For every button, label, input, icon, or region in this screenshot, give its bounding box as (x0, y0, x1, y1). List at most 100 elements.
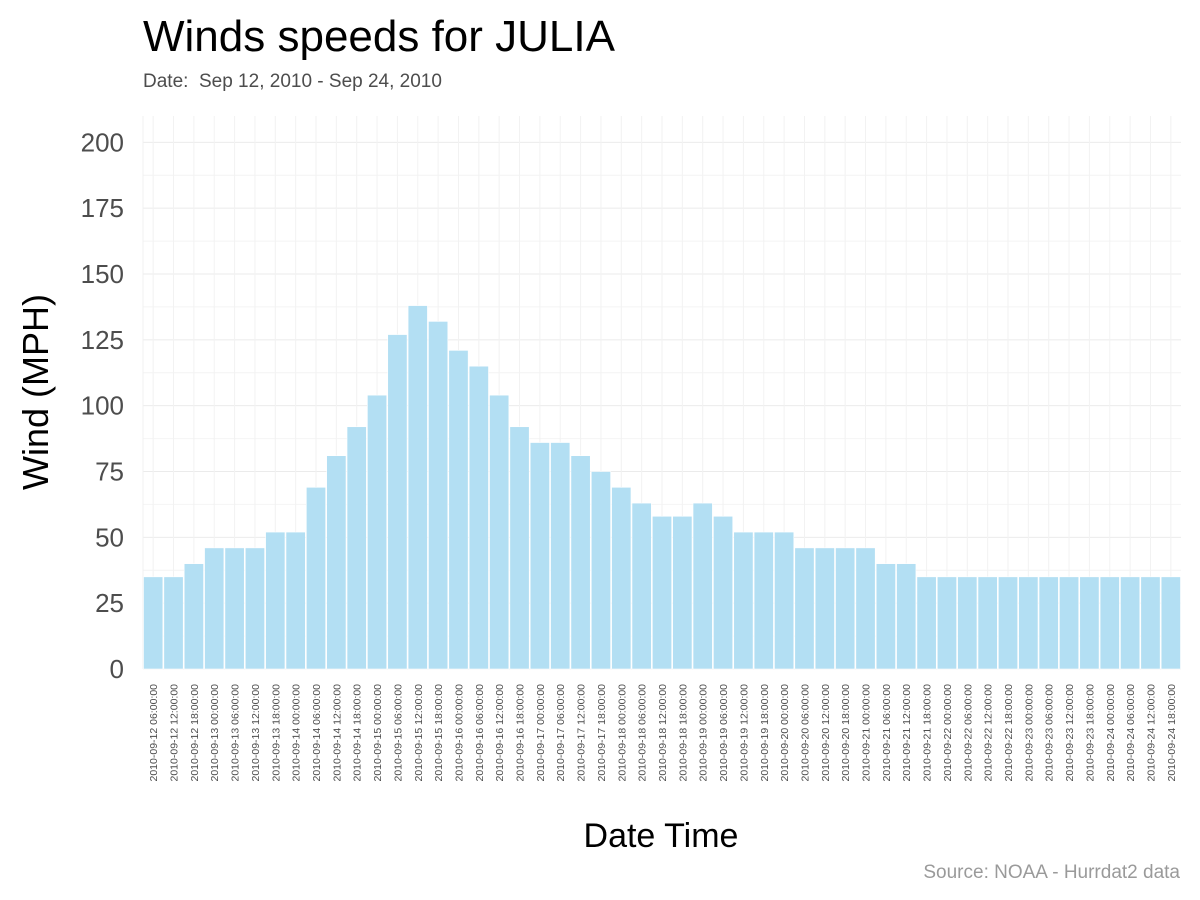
y-tick-label: 50 (95, 522, 124, 552)
x-tick-label: 2010-09-16 18:00:00 (515, 684, 527, 782)
x-tick-label: 2010-09-23 18:00:00 (1084, 684, 1096, 782)
bar (692, 502, 713, 670)
x-tick-label: 2010-09-22 00:00:00 (942, 684, 954, 782)
bar (896, 563, 917, 670)
bar (550, 442, 571, 670)
bar (1099, 576, 1120, 670)
bar (875, 563, 896, 670)
bar (753, 531, 774, 670)
bar (936, 576, 957, 670)
bar (265, 531, 286, 670)
chart-subtitle: Date: Sep 12, 2010 - Sep 24, 2010 (143, 71, 442, 92)
bar (224, 547, 245, 670)
y-tick-label: 200 (81, 127, 124, 157)
bar (407, 305, 428, 670)
bar (468, 365, 489, 670)
bar (183, 563, 204, 670)
x-tick-label: 2010-09-13 06:00:00 (230, 684, 242, 782)
x-tick-label: 2010-09-17 18:00:00 (596, 684, 608, 782)
bar (204, 547, 225, 670)
bar (835, 547, 856, 670)
x-tick-label: 2010-09-15 18:00:00 (433, 684, 445, 782)
x-tick-label: 2010-09-14 00:00:00 (291, 684, 303, 782)
chart-caption: Source: NOAA - Hurrdat2 data (923, 862, 1180, 883)
x-tick-label: 2010-09-21 18:00:00 (922, 684, 934, 782)
bar (489, 394, 510, 670)
y-tick-label: 175 (81, 193, 124, 223)
y-tick-label: 100 (81, 391, 124, 421)
bar (163, 576, 184, 670)
x-tick-label: 2010-09-15 00:00:00 (372, 684, 384, 782)
x-tick-label: 2010-09-22 06:00:00 (962, 684, 974, 782)
x-tick-label: 2010-09-24 06:00:00 (1125, 684, 1137, 782)
x-tick-label: 2010-09-18 18:00:00 (677, 684, 689, 782)
x-tick-label: 2010-09-21 06:00:00 (881, 684, 893, 782)
y-tick-label: 125 (81, 325, 124, 355)
x-tick-label: 2010-09-17 12:00:00 (576, 684, 588, 782)
bar (590, 471, 611, 670)
bar (672, 515, 693, 670)
bar (713, 515, 734, 670)
x-tick-label: 2010-09-22 12:00:00 (983, 684, 995, 782)
x-tick-label: 2010-09-14 18:00:00 (352, 684, 364, 782)
bar (957, 576, 978, 670)
bar (428, 321, 449, 670)
x-tick-label: 2010-09-19 00:00:00 (698, 684, 710, 782)
bar (855, 547, 876, 670)
bar (509, 426, 530, 670)
bar (1079, 576, 1100, 670)
bar (1140, 576, 1161, 670)
chart-title: Winds speeds for JULIA (143, 12, 615, 61)
bar (1059, 576, 1080, 670)
y-tick-label: 0 (110, 654, 124, 684)
x-tick-label: 2010-09-23 00:00:00 (1023, 684, 1035, 782)
x-tick-label: 2010-09-20 06:00:00 (799, 684, 811, 782)
bar (652, 515, 672, 670)
bar (285, 531, 306, 670)
x-tick-label: 2010-09-20 18:00:00 (840, 684, 852, 782)
y-tick-label: 75 (95, 457, 124, 487)
x-tick-label: 2010-09-14 06:00:00 (311, 684, 323, 782)
bar (367, 394, 388, 670)
bar (387, 334, 408, 670)
x-tick-label: 2010-09-21 00:00:00 (861, 684, 873, 782)
bar (916, 576, 937, 670)
bar (570, 455, 591, 670)
x-tick-label: 2010-09-24 00:00:00 (1105, 684, 1117, 782)
x-tick-label: 2010-09-16 06:00:00 (474, 684, 486, 782)
x-tick-label: 2010-09-24 18:00:00 (1166, 684, 1178, 782)
bar (814, 547, 835, 670)
y-axis-ticks: 0 25 50 75 100 125 150 175 200 (81, 127, 124, 684)
x-tick-label: 2010-09-23 12:00:00 (1064, 684, 1076, 782)
x-axis-ticks: 2010-09-12 06:00:00 2010-09-12 12:00:00 20… (148, 684, 1178, 782)
bars (143, 305, 1181, 670)
bar (244, 547, 265, 670)
x-tick-label: 2010-09-17 06:00:00 (555, 684, 567, 782)
y-axis-title: Wind (MPH) (15, 294, 56, 490)
bar (143, 576, 164, 670)
bar (1120, 576, 1141, 670)
x-tick-label: 2010-09-13 00:00:00 (209, 684, 221, 782)
bar (611, 486, 632, 670)
bar (448, 350, 469, 670)
y-tick-label: 150 (81, 259, 124, 289)
x-tick-label: 2010-09-22 18:00:00 (1003, 684, 1015, 782)
bar (1018, 576, 1039, 670)
bar (326, 455, 347, 670)
bar (733, 531, 754, 670)
x-tick-label: 2010-09-18 12:00:00 (657, 684, 669, 782)
x-tick-label: 2010-09-20 00:00:00 (779, 684, 791, 782)
bar (631, 502, 652, 670)
x-tick-label: 2010-09-19 18:00:00 (759, 684, 771, 782)
y-tick-label: 25 (95, 588, 124, 618)
x-tick-label: 2010-09-21 12:00:00 (901, 684, 913, 782)
x-tick-label: 2010-09-16 00:00:00 (453, 684, 465, 782)
x-tick-label: 2010-09-18 00:00:00 (616, 684, 628, 782)
bar (794, 547, 815, 670)
x-tick-label: 2010-09-12 12:00:00 (169, 684, 181, 782)
x-tick-label: 2010-09-18 06:00:00 (637, 684, 649, 782)
x-tick-label: 2010-09-20 12:00:00 (820, 684, 832, 782)
x-tick-label: 2010-09-24 12:00:00 (1145, 684, 1157, 782)
bar (998, 576, 1018, 670)
bar (774, 531, 795, 670)
